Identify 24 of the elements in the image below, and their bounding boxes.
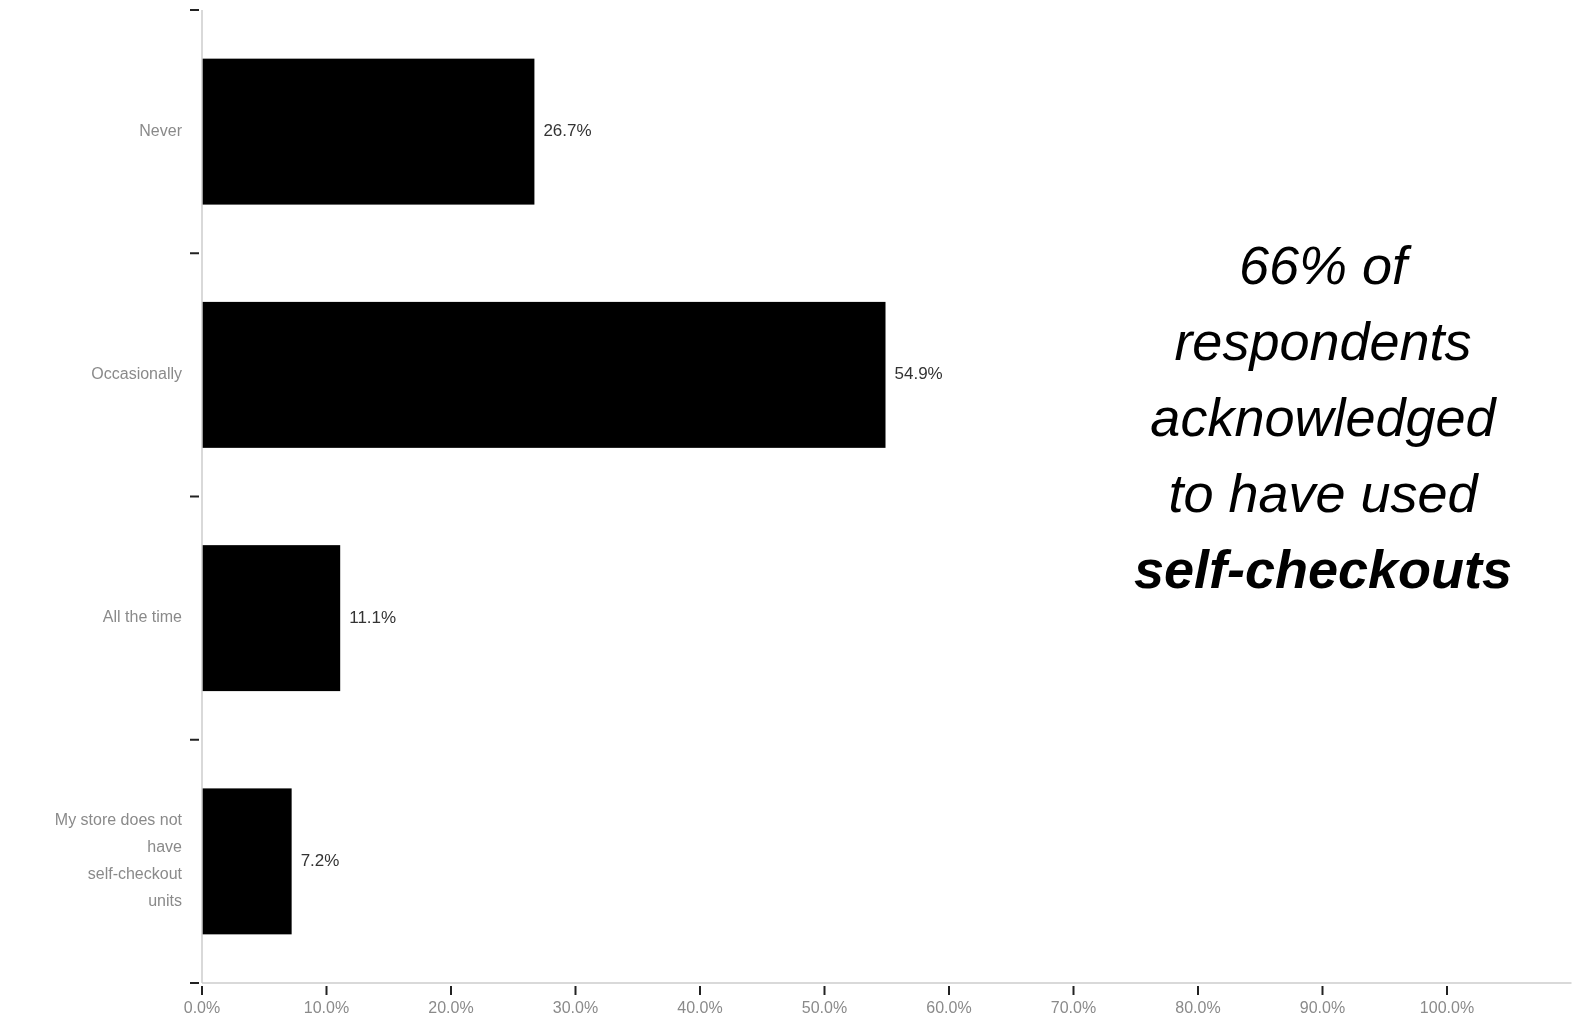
x-tick-label: 20.0% — [428, 999, 474, 1016]
x-tick-label: 50.0% — [801, 999, 848, 1016]
x-tick-label: 10.0% — [303, 999, 350, 1016]
y-tick-label: Never — [139, 121, 183, 139]
x-tick-label: 60.0% — [926, 999, 972, 1016]
bar — [202, 58, 535, 205]
data-label: 54.9% — [894, 364, 943, 384]
bar — [202, 788, 292, 935]
x-tick-label: 70.0% — [1050, 999, 1097, 1016]
bar — [202, 301, 886, 448]
y-tick-label: My store does not have self-checkout units — [54, 811, 183, 910]
x-tick-label: 30.0% — [552, 999, 599, 1016]
x-tick-label: 90.0% — [1299, 999, 1346, 1016]
y-tick-label: Occasionally — [91, 365, 182, 383]
data-label: 7.2% — [300, 850, 340, 870]
data-label: 11.1% — [349, 607, 397, 627]
y-tick-label: All the time — [102, 608, 183, 626]
data-label: 26.7% — [543, 121, 592, 141]
x-tick-label: 100.0% — [1419, 999, 1475, 1016]
x-tick-label: 0.0% — [183, 999, 221, 1016]
bar — [202, 545, 341, 692]
x-tick-label: 80.0% — [1175, 999, 1221, 1016]
annotation: self-checkouts — [1133, 539, 1513, 600]
x-tick-label: 40.0% — [677, 999, 723, 1016]
